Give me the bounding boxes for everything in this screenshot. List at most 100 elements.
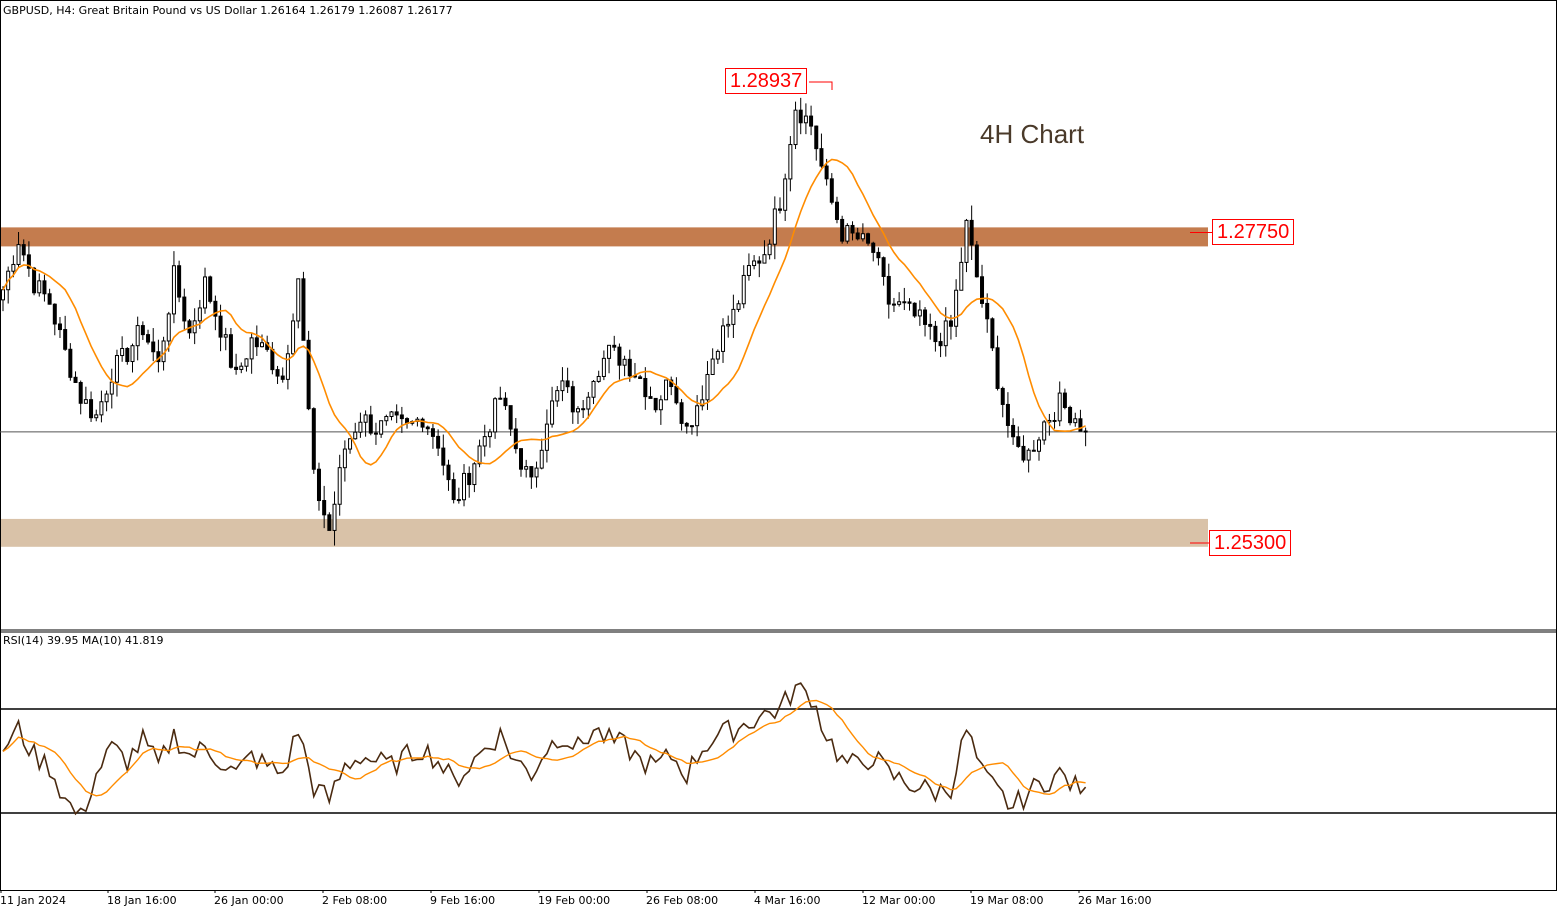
candle: [695, 395, 700, 437]
candle-body: [607, 344, 612, 359]
candle: [1037, 436, 1041, 461]
candle-body: [980, 276, 985, 304]
candle: [669, 376, 674, 396]
candle-body: [990, 318, 995, 349]
candle: [928, 313, 933, 340]
candle: [767, 239, 772, 260]
candle: [891, 297, 896, 312]
candle: [762, 240, 767, 264]
candle: [104, 390, 109, 412]
candle-body: [855, 232, 860, 240]
candle: [959, 247, 964, 291]
candle-body: [125, 347, 130, 363]
candle: [368, 405, 373, 436]
candle: [456, 487, 461, 504]
candle-body: [638, 376, 643, 379]
candle: [834, 196, 839, 224]
candle: [715, 349, 720, 364]
candle-body: [881, 257, 886, 277]
candle-body: [467, 472, 472, 486]
candle: [218, 304, 223, 352]
candle: [881, 256, 886, 286]
candle-body: [21, 244, 26, 256]
candle-body: [498, 397, 503, 400]
candle-body: [508, 405, 513, 430]
candle: [42, 274, 47, 302]
candle: [482, 424, 487, 457]
candle: [99, 390, 104, 423]
candle-body: [824, 165, 829, 180]
candle: [575, 406, 580, 424]
candle: [177, 260, 182, 303]
candle: [793, 101, 798, 150]
candle-body: [700, 399, 705, 407]
candle: [544, 409, 549, 463]
candle: [1005, 392, 1010, 438]
candle-body: [664, 379, 669, 401]
candle: [798, 97, 803, 135]
candle: [627, 349, 632, 382]
candle-body: [420, 418, 425, 428]
candle-body: [829, 178, 834, 203]
candle-body: [539, 449, 544, 469]
candle: [809, 105, 814, 136]
candle-body: [570, 386, 575, 413]
candle: [493, 397, 498, 439]
candle-body: [234, 366, 239, 370]
candle: [472, 462, 477, 493]
candle: [1000, 386, 1005, 418]
candle: [803, 103, 808, 135]
candle-body: [384, 416, 389, 422]
candle-body: [487, 431, 492, 438]
candle: [638, 374, 643, 379]
candle: [1011, 418, 1016, 445]
candle-body: [83, 399, 88, 404]
candle-body: [399, 414, 404, 420]
candle-body: [1, 289, 5, 301]
resistance-price-label: 1.27750: [1212, 219, 1295, 245]
candle-body: [912, 302, 917, 317]
candle: [726, 315, 731, 338]
candle: [731, 294, 736, 338]
candle: [664, 379, 669, 401]
candle-body: [938, 341, 943, 347]
candle: [1016, 426, 1021, 448]
candle-body: [565, 380, 570, 388]
candle: [684, 422, 689, 434]
candle: [311, 407, 316, 474]
candle: [275, 365, 280, 385]
candle: [203, 267, 208, 314]
candle: [353, 422, 358, 440]
candle-body: [342, 448, 347, 469]
candle-body: [627, 358, 632, 377]
candle-body: [306, 339, 311, 410]
candle-body: [721, 325, 726, 352]
candle-body: [280, 375, 285, 380]
candle: [223, 327, 228, 351]
candle-body: [705, 373, 710, 401]
candle-body: [643, 377, 648, 398]
candle: [555, 386, 560, 407]
candle: [166, 311, 171, 352]
candle-body: [177, 265, 182, 298]
candle-body: [446, 464, 451, 481]
candle: [78, 380, 83, 415]
candle-body: [249, 337, 254, 360]
candle-body: [917, 309, 922, 317]
candle-body: [772, 208, 777, 245]
candle: [648, 386, 653, 399]
candle-body: [1057, 392, 1062, 422]
x-tick-label: 11 Jan 2024: [0, 894, 66, 907]
candle-body: [368, 414, 373, 434]
candle-body: [612, 344, 617, 348]
candle: [394, 404, 399, 424]
candle: [430, 423, 435, 449]
candle: [912, 302, 917, 318]
candle-body: [203, 276, 208, 309]
candle: [679, 398, 684, 431]
candle-body: [477, 445, 482, 465]
candle-body: [731, 308, 736, 325]
candle: [746, 253, 751, 281]
candle: [855, 227, 860, 241]
